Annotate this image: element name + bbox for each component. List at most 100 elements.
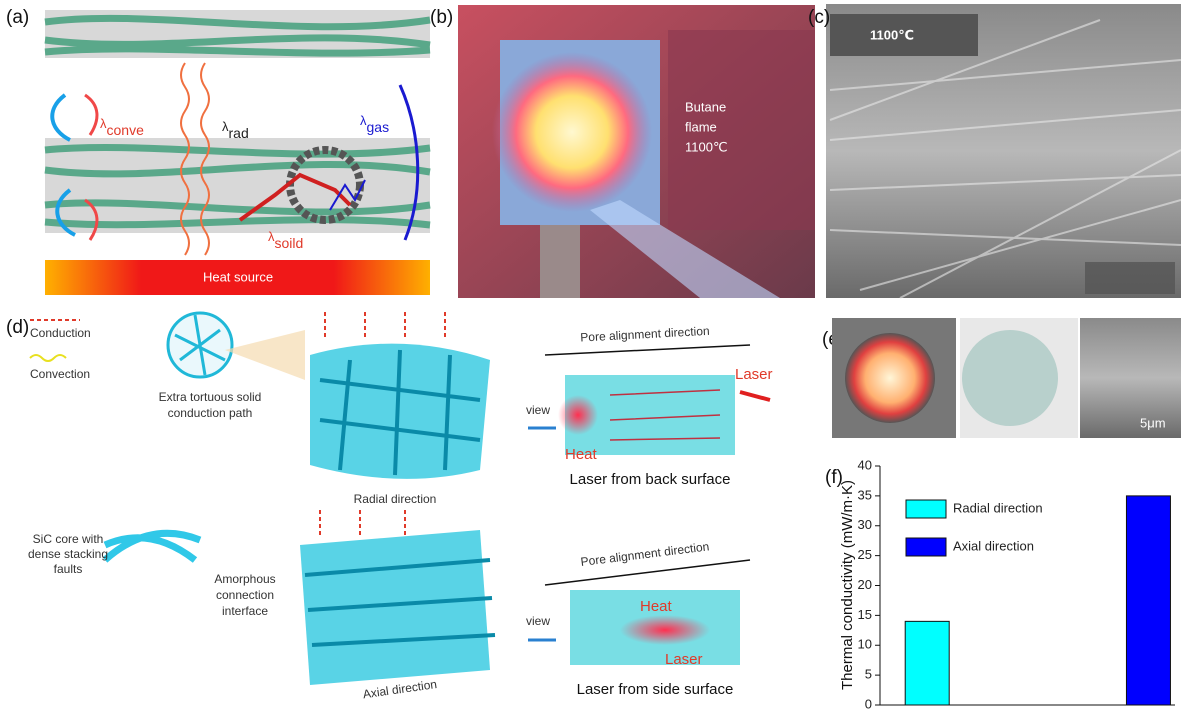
lambda-gas: λgas <box>360 113 389 134</box>
scale-label: 5μm <box>1140 415 1166 430</box>
y-tick-label: 35 <box>858 487 872 502</box>
annotation: Heat <box>565 446 598 463</box>
caption-line: Butane <box>685 99 726 114</box>
annotation: Pore alignment direction <box>580 324 710 345</box>
subscript: conve <box>107 122 145 138</box>
annotation: Radial direction <box>354 492 437 506</box>
caption: Laser from side surface <box>577 681 734 698</box>
convection-key <box>29 354 67 362</box>
caption-box <box>668 30 815 230</box>
y-tick-label: 15 <box>858 607 872 622</box>
y-axis-label: Thermal conductivity (mW/m·K) <box>839 480 856 690</box>
y-tick-label: 20 <box>858 577 872 592</box>
lambda-rad: λrad <box>222 119 249 140</box>
panel-label: (b) <box>430 7 453 28</box>
flame-jet <box>590 200 780 298</box>
caption: Laser from back surface <box>570 471 731 488</box>
radiation <box>180 62 210 256</box>
bar <box>1125 495 1171 706</box>
lambda-conve: λconve <box>100 116 144 137</box>
convection-arrow <box>84 93 99 241</box>
annotation: SiC core with <box>33 532 104 546</box>
panel-label: (c) <box>808 7 830 28</box>
conduction-arrow <box>319 510 406 535</box>
pore-wall <box>304 558 496 647</box>
lambda-soild: λsoild <box>268 229 303 250</box>
bar <box>904 620 950 706</box>
heat-source <box>45 260 430 295</box>
legend-label: Radial direction <box>953 500 1043 515</box>
axial-structure <box>300 530 490 685</box>
legend-swatch <box>905 499 947 519</box>
holder <box>540 225 580 298</box>
caption-line: flame <box>685 119 717 134</box>
pore-wall <box>319 349 481 476</box>
laser-arrow <box>739 390 771 402</box>
annotation: dense stacking <box>28 547 108 561</box>
panel-label: (f) <box>825 467 843 488</box>
convection-arrow <box>50 93 76 237</box>
hot-spot <box>620 615 710 645</box>
legend-label: Convection <box>30 367 90 381</box>
panel-f: (f) Thermal conductivity (mW/m·K) 0 5 10 15… <box>825 457 1175 711</box>
y-tick-label: 10 <box>858 637 872 652</box>
gas-arrow <box>398 84 420 241</box>
annotation: Heat <box>640 598 673 615</box>
y-tick-label: 40 <box>858 457 872 472</box>
panel-label: (a) <box>6 7 29 28</box>
pore-direction <box>544 559 751 586</box>
symbol: λ <box>222 119 229 134</box>
legend-label: Conduction <box>30 326 91 340</box>
annotation: faults <box>54 562 83 576</box>
fiber <box>44 144 431 229</box>
fiber <box>44 14 431 57</box>
hot-spot <box>558 395 598 435</box>
temperature-label: 1100℃ <box>870 27 914 42</box>
annotation: connection <box>216 588 274 602</box>
zoom <box>225 330 305 380</box>
symbol: λ <box>268 229 275 244</box>
y-tick-label: 5 <box>865 667 872 682</box>
glowing-disc <box>845 333 935 423</box>
y-tick-label: 25 <box>858 547 872 562</box>
y-tick-label: 0 <box>865 696 872 711</box>
caption-line: 1100℃ <box>685 139 728 154</box>
heat-flow <box>609 389 721 441</box>
subscript: gas <box>367 119 390 135</box>
legend-label: Axial direction <box>953 538 1034 553</box>
legend-swatch <box>905 537 947 557</box>
heat-source-label: Heat source <box>203 269 273 284</box>
conduction-arrow <box>324 312 446 340</box>
symbol: λ <box>360 113 367 128</box>
fiber-junction <box>102 529 202 563</box>
symbol: λ <box>100 116 107 131</box>
panel-e: (e) 5μm <box>822 318 1181 438</box>
label-box <box>830 14 978 56</box>
annotation: Amorphous <box>214 572 275 586</box>
subscript: rad <box>229 125 249 141</box>
sem-image <box>1080 318 1181 438</box>
panel-d: (d) Conduction Convection Extra tortuous… <box>6 311 773 701</box>
panel-b: Butane flame 1100℃ (b) <box>430 5 815 298</box>
fiber <box>829 19 1181 299</box>
subscript: soild <box>275 235 304 251</box>
annotation: Extra tortuous solid <box>159 390 262 404</box>
panel-c: 1100℃ (c) <box>808 4 1181 299</box>
annotation: conduction path <box>168 406 253 420</box>
annotation: view <box>526 403 550 417</box>
fiber <box>174 314 226 376</box>
panel-a: λconve λrad λgas λsoild Heat source (a) <box>6 7 431 295</box>
panel-label: (d) <box>6 317 29 338</box>
annotation: view <box>526 614 550 628</box>
y-tick-label: 30 <box>858 517 872 532</box>
flame-glow <box>492 52 652 212</box>
disc <box>962 330 1058 426</box>
pore-direction <box>544 344 751 356</box>
annotation: Axial direction <box>362 677 438 701</box>
annotation: Laser <box>665 651 703 668</box>
annotation: Pore alignment direction <box>580 539 710 569</box>
annotation: Laser <box>735 366 773 383</box>
scale-box <box>1085 262 1175 294</box>
annotation: interface <box>222 604 268 618</box>
